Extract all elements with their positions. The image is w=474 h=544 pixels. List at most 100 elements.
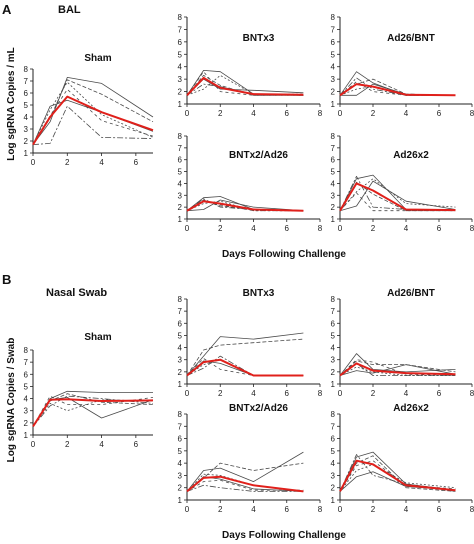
y-tick-label: 4	[178, 63, 183, 72]
chart-b-8: BNTx2/Ad26 1 2 3 4 5 6 7 8 0 2 4 6 8	[178, 403, 323, 514]
chart-a-3: BNTx2/Ad26 1 2 3 4 5 6 7 8 0 2 4 6 8	[178, 132, 323, 233]
y-tick-label: 3	[331, 471, 336, 480]
series-mean-line	[186, 475, 304, 493]
series-individual-line	[186, 479, 304, 492]
series-individual-line	[339, 353, 456, 376]
y-tick-label: 3	[331, 75, 336, 84]
y-tick-label: 4	[178, 179, 183, 188]
x-tick-label: 0	[338, 109, 343, 118]
y-tick-label: 7	[178, 144, 183, 153]
chart-title: BNTx2/Ad26	[229, 403, 288, 414]
y-tick-label: 6	[178, 38, 183, 47]
y-tick-label: 7	[331, 422, 336, 431]
y-tick-label: 5	[24, 101, 29, 110]
series-mean-line	[32, 398, 154, 428]
x-tick-label: 6	[134, 158, 139, 167]
y-tick-label: 3	[24, 125, 29, 134]
y-tick-label: 4	[331, 179, 336, 188]
y-tick-label: 6	[24, 89, 29, 98]
x-tick-label: 0	[185, 389, 190, 398]
y-axis-label-a: Log sgRNA Copies / mL	[6, 47, 17, 161]
series-individual-line	[186, 332, 304, 376]
series-individual-line	[32, 396, 154, 427]
x-tick-label: 4	[251, 389, 256, 398]
y-tick-label: 2	[331, 203, 336, 212]
series-individual-line	[339, 451, 456, 492]
y-tick-label: 6	[178, 435, 183, 444]
series-individual-line	[339, 180, 456, 212]
y-tick-label: 1	[331, 380, 336, 389]
y-tick-label: 4	[178, 459, 183, 468]
x-tick-label: 8	[318, 224, 323, 233]
chart-title: Ad26/BNT	[387, 33, 435, 44]
series-individual-line	[186, 338, 304, 376]
chart-title: Sham	[84, 53, 111, 64]
y-tick-label: 5	[24, 382, 29, 391]
y-tick-label: 1	[331, 215, 336, 224]
x-tick-label: 8	[470, 389, 474, 398]
series-individual-line	[339, 360, 456, 376]
x-tick-label: 0	[338, 224, 343, 233]
y-tick-label: 7	[24, 358, 29, 367]
x-tick-label: 8	[470, 505, 474, 514]
y-tick-label: 2	[178, 88, 183, 97]
x-tick-label: 0	[338, 389, 343, 398]
series-individual-line	[32, 390, 153, 427]
y-tick-label: 5	[178, 168, 183, 177]
series-individual-line	[186, 199, 304, 212]
y-tick-label: 2	[331, 368, 336, 377]
x-axis-label-b: Days Following Challenge	[222, 530, 346, 541]
x-tick-label: 8	[318, 389, 323, 398]
y-tick-label: 6	[178, 156, 183, 165]
y-tick-label: 2	[24, 419, 29, 428]
chart-b-9: Ad26x2 1 2 3 4 5 6 7 8 0 2 4 6 8	[331, 403, 474, 514]
chart-b-6: BNTx3 1 2 3 4 5 6 7 8 0 2 4 6 8	[178, 288, 323, 398]
y-tick-label: 5	[331, 168, 336, 177]
y-tick-label: 7	[24, 77, 29, 86]
y-tick-label: 5	[331, 50, 336, 59]
x-tick-label: 8	[470, 109, 474, 118]
y-tick-label: 3	[24, 407, 29, 416]
y-tick-label: 1	[24, 149, 29, 158]
y-tick-label: 3	[331, 356, 336, 365]
x-tick-label: 8	[318, 109, 323, 118]
y-tick-label: 7	[331, 144, 336, 153]
series-individual-line	[339, 192, 456, 212]
x-tick-label: 0	[31, 440, 36, 449]
chart-title: BNTx3	[243, 33, 275, 44]
x-tick-label: 6	[437, 505, 442, 514]
y-tick-label: 3	[178, 356, 183, 365]
y-tick-label: 6	[178, 319, 183, 328]
x-tick-label: 6	[285, 505, 290, 514]
y-tick-label: 1	[178, 215, 183, 224]
y-tick-label: 8	[178, 132, 183, 141]
x-tick-label: 4	[404, 224, 409, 233]
y-tick-label: 1	[24, 431, 29, 440]
y-tick-label: 8	[178, 410, 183, 419]
x-tick-label: 2	[371, 389, 376, 398]
y-tick-label: 8	[24, 346, 29, 355]
chart-a-2: Ad26/BNT 1 2 3 4 5 6 7 8 0 2 4 6 8	[331, 13, 474, 118]
series-individual-line	[339, 366, 456, 376]
y-tick-label: 2	[178, 203, 183, 212]
y-tick-label: 4	[178, 344, 183, 353]
chart-a-1: BNTx3 1 2 3 4 5 6 7 8 0 2 4 6 8	[178, 13, 323, 118]
x-tick-label: 8	[470, 224, 474, 233]
x-tick-label: 4	[251, 109, 256, 118]
chart-title: Ad26/BNT	[387, 288, 435, 299]
chart-grid: Sham 1 2 3 4 5 6 7 8 0 2 4 6 BNTx3 1 2 3 4 5 6 7 8 0 2 4 6 8 Ad26/B…	[24, 13, 474, 514]
series-individual-line	[186, 360, 304, 376]
y-tick-label: 3	[331, 191, 336, 200]
y-tick-label: 8	[331, 13, 336, 22]
y-tick-label: 5	[331, 447, 336, 456]
x-tick-label: 4	[251, 224, 256, 233]
series-mean-line	[32, 95, 154, 146]
x-tick-label: 0	[31, 158, 36, 167]
y-axis-label-b: Log sgRNA Copies / Swab	[6, 338, 17, 463]
y-tick-label: 1	[178, 100, 183, 109]
x-tick-label: 0	[185, 505, 190, 514]
x-tick-label: 4	[404, 389, 409, 398]
x-tick-label: 2	[371, 224, 376, 233]
chart-b-5: Sham 1 2 3 4 5 6 7 8 0 2 4 6	[24, 332, 154, 449]
series-individual-line	[339, 359, 456, 376]
